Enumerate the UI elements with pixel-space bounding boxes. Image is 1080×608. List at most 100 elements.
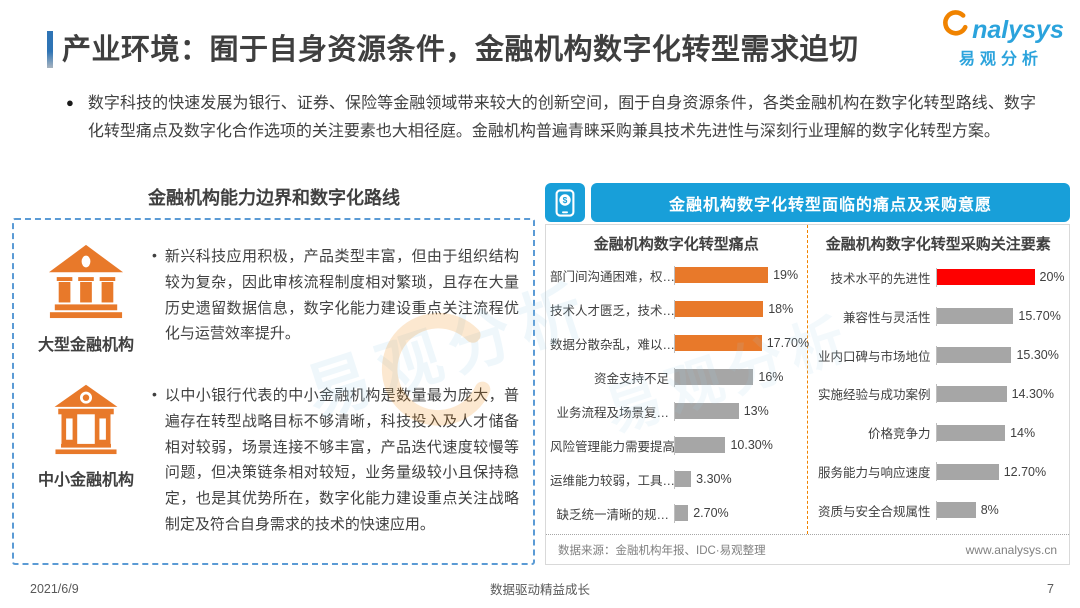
footer-slogan: 数据驱动精益成长 <box>489 583 590 597</box>
bar-track: 14.30% <box>935 384 1066 404</box>
institution-row-small: 中小金融机构 • 以中小银行代表的中小金融机构是数量最为庞大，普遍存在转型战略目… <box>14 355 533 538</box>
bar-track: 13% <box>674 401 803 421</box>
bar-value-label: 16% <box>758 370 784 384</box>
bar-value-label: 14% <box>1010 425 1036 440</box>
bar-track: 17.70% <box>674 333 809 353</box>
bar-value-label: 18% <box>768 302 794 316</box>
chart-row: 运维能力较弱，工具… 3.30% <box>550 469 803 489</box>
logo-cn-text: 易观分析 <box>958 51 1043 68</box>
chart-row: 服务能力与响应速度 12.70% <box>812 462 1066 482</box>
bar-category-label: 缺乏统一清晰的规… <box>556 507 669 522</box>
bar-track: 19% <box>674 265 803 285</box>
bullet-icon: • <box>152 386 157 402</box>
chart-row: 技术水平的先进性 20% <box>812 267 1066 287</box>
charts-box: 金融机构数字化转型痛点 部门间沟通困难，权… 19% 技术人才匮乏，技术… 18% 数据… <box>545 224 1070 565</box>
chart-row: 价格竞争力 14% <box>812 423 1066 443</box>
title-accent-bar <box>47 31 53 68</box>
bar-category-label: 价格竞争力 <box>867 427 931 442</box>
data-source-note: 数据来源：金融机构年报、IDC·易观整理 <box>558 544 766 557</box>
bar <box>936 269 1035 286</box>
chart-row: 业务流程及场景复… 13% <box>550 401 803 421</box>
institution-row-large: 大型金融机构 • 新兴科技应用积极，产品类型丰富，但由于组织结构较为复杂，因此审… <box>14 220 533 355</box>
left-panel-title: 金融机构能力边界和数字化路线 <box>148 188 400 208</box>
bar <box>675 369 754 385</box>
bar-category-label: 实施经验与成功案例 <box>817 388 931 403</box>
bar-track: 18% <box>674 299 803 319</box>
bar-category-label: 技术人才匮乏，技术… <box>550 303 674 318</box>
bar-track: 15.30% <box>935 345 1066 365</box>
mobile-payment-icon: $ <box>545 183 585 222</box>
bar <box>675 267 769 283</box>
bar <box>675 505 689 521</box>
logo-swirl-icon <box>938 8 970 43</box>
bar-category-label: 业内口碑与市场地位 <box>817 349 931 364</box>
bar <box>936 463 999 480</box>
chart-row: 资金支持不足 16% <box>550 367 803 387</box>
bar-track: 16% <box>674 367 803 387</box>
institution-label-large: 大型金融机构 <box>37 337 134 354</box>
bar-track: 15.70% <box>935 306 1066 326</box>
bar <box>936 385 1007 402</box>
institution-text-small: 以中小银行代表的中小金融机构是数量最为庞大，普遍存在转型战略目标不够清晰，科技投… <box>164 387 519 533</box>
intro-text: 数字科技的快速发展为银行、证券、保险等金融领域带来较大的创新空间，囿于自身资源条… <box>87 95 1036 140</box>
bar-track: 10.30% <box>674 435 803 455</box>
chart-row: 兼容性与灵活性 15.70% <box>812 306 1066 326</box>
pain-points-chart-rows: 部门间沟通困难，权… 19% 技术人才匮乏，技术… 18% 数据分散杂乱，难以… 17.7… <box>550 258 809 530</box>
pain-points-chart-title: 金融机构数字化转型痛点 <box>593 236 759 253</box>
left-panel-box: 大型金融机构 • 新兴科技应用积极，产品类型丰富，但由于组织结构较为复杂，因此审… <box>12 218 535 565</box>
bar-track: 8% <box>935 500 1066 520</box>
institution-label-small: 中小金融机构 <box>37 472 134 489</box>
bar-value-label: 15.30% <box>1016 348 1059 363</box>
chart-row: 实施经验与成功案例 14.30% <box>812 384 1066 404</box>
bar-track: 20% <box>935 267 1066 287</box>
bar-track: 3.30% <box>674 469 803 489</box>
bar-value-label: 10.30% <box>730 438 773 452</box>
bar <box>936 347 1012 364</box>
bar-value-label: 20% <box>1039 270 1065 285</box>
bar-value-label: 12.70% <box>1003 464 1047 479</box>
analysys-logo: nalysys 易观分析 <box>936 8 1066 69</box>
bar-track: 12.70% <box>935 462 1066 482</box>
bar-value-label: 3.30% <box>696 472 732 486</box>
bar-value-label: 14.30% <box>1011 386 1054 401</box>
intro-paragraph: ● 数字科技的快速发展为银行、证券、保险等金融领域带来较大的创新空间，囿于自身资… <box>66 90 1036 145</box>
bar-category-label: 兼容性与灵活性 <box>842 310 931 325</box>
bar-value-label: 15.70% <box>1018 309 1061 324</box>
footer: 2021/6/9 数据驱动精益成长 7 <box>0 579 1080 598</box>
chart-row: 资质与安全合规属性 8% <box>812 500 1066 520</box>
bar <box>675 403 739 419</box>
page-title: 产业环境：囿于自身资源条件，金融机构数字化转型需求迫切 <box>62 34 859 66</box>
chart-row: 部门间沟通困难，权… 19% <box>550 265 803 285</box>
bar-category-label: 部门间沟通困难，权… <box>550 269 674 284</box>
institution-text-large: 新兴科技应用积极，产品类型丰富，但由于组织结构较为复杂，因此审核流程制度相对繁琐… <box>164 248 519 343</box>
purchase-factors-chart-rows: 技术水平的先进性 20% 兼容性与灵活性 15.70% 业内口碑与市场地位 15.30% 实… <box>812 258 1066 530</box>
bar-category-label: 运维能力较弱，工具… <box>550 473 674 488</box>
footer-page-number: 7 <box>1047 581 1054 596</box>
svg-text:$: $ <box>563 195 568 205</box>
bar-category-label: 业务流程及场景复… <box>556 405 669 420</box>
bar <box>936 308 1014 325</box>
bar-category-label: 服务能力与响应速度 <box>817 466 931 481</box>
bar-value-label: 19% <box>773 268 799 282</box>
bar <box>675 471 692 487</box>
bullet-icon: • <box>152 247 157 263</box>
bar-value-label: 2.70% <box>693 506 729 520</box>
bar <box>936 424 1006 441</box>
bar-category-label: 数据分散杂乱，难以… <box>550 337 674 352</box>
bar-track: 2.70% <box>674 503 803 523</box>
website-url: www.analysys.cn <box>965 542 1057 557</box>
pain-points-chart: 金融机构数字化转型痛点 部门间沟通困难，权… 19% 技术人才匮乏，技术… 18% 数据… <box>546 225 809 534</box>
chart-row: 业内口碑与市场地位 15.30% <box>812 345 1066 365</box>
bullet-icon: ● <box>66 95 74 110</box>
bank-small-icon <box>49 381 123 460</box>
bar-value-label: 8% <box>980 503 999 518</box>
right-panel-banner-row: $ 金融机构数字化转型面临的痛点及采购意愿 <box>545 183 1070 222</box>
bank-large-icon <box>47 242 125 325</box>
bar-track: 14% <box>935 423 1066 443</box>
bar <box>936 502 976 519</box>
bar-category-label: 资质与安全合规属性 <box>817 504 931 519</box>
bar <box>675 335 762 351</box>
purchase-factors-chart-title: 金融机构数字化转型采购关注要素 <box>825 236 1051 253</box>
chart-row: 技术人才匮乏，技术… 18% <box>550 299 803 319</box>
